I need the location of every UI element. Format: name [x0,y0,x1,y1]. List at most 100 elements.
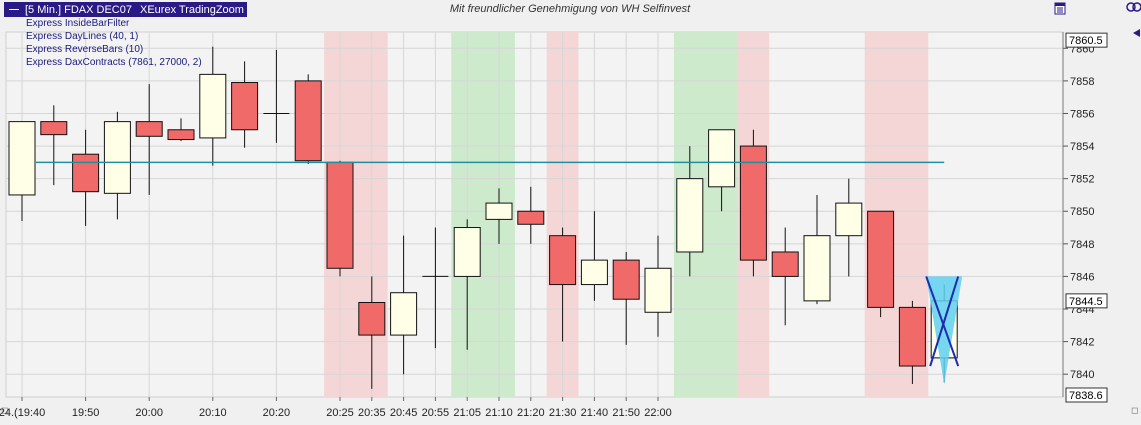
price-marker-label: 7844.5 [1069,296,1103,308]
bear-candle[interactable] [739,129,767,277]
calendar-icon[interactable] [1054,2,1066,15]
bull-candle[interactable] [199,46,227,166]
bull-candle[interactable] [422,227,449,349]
bear-candle[interactable] [167,118,195,142]
candle-body [390,292,418,336]
candle-body [40,121,68,136]
indicator-item[interactable]: Express DaxContracts (7861, 27000, 2) [26,57,202,68]
zoom-icon[interactable] [1126,2,1141,12]
scroll-left-handle-icon[interactable]: ◻ [1,405,8,415]
price-marker-box [1065,387,1108,403]
x-tick-label: 20:20 [263,407,291,419]
indicator-item[interactable]: Express ReverseBars (10) [26,44,143,55]
scroll-right-arrow-icon[interactable] [1133,29,1140,37]
bear-candle[interactable] [517,186,545,244]
candle-body [326,161,354,269]
x-tick-label: 21:30 [549,407,577,419]
bear-candle[interactable] [612,251,640,345]
x-tick-label: 20:00 [135,407,163,419]
bull-candle[interactable] [485,188,513,244]
x-tick-label: 20:10 [199,407,227,419]
x-tick-label: 21:50 [612,407,640,419]
price-marker-box [1065,293,1108,309]
bear-candle[interactable] [771,227,799,326]
price-marker-box [1065,32,1108,48]
bear-candle[interactable] [549,227,577,342]
candle-body [72,153,100,193]
signal-cross-line [925,276,960,367]
bull-candle[interactable] [453,219,481,350]
x-tick-label: 21:05 [453,407,481,419]
bull-candle[interactable] [708,129,736,212]
bull-candle[interactable] [580,211,608,301]
bull-candle[interactable] [676,146,704,277]
y-tick-label: 7850 [1070,206,1094,218]
instrument-tag: [5 Min.] FDAX DEC07 [25,4,132,16]
bull-candle[interactable] [835,178,863,277]
y-tick-label: 7854 [1070,141,1094,153]
indicator-overlays [36,161,963,385]
x-tick-label: 20:45 [390,407,418,419]
bear-candle[interactable] [135,84,163,195]
scroll-right-handle-icon[interactable]: ◻ [1131,405,1138,415]
price-markers: 7860.5 7844.5 7838.6 [1065,32,1108,403]
candle-body [549,235,577,286]
candle-body [8,121,36,196]
x-tick-label: 21:20 [517,407,545,419]
candle-body [453,227,481,277]
x-tick-label: 22:00 [644,407,672,419]
y-tick-label: 7852 [1070,174,1094,186]
bull-candle[interactable] [390,235,418,375]
candle-body [199,73,227,139]
candle-body [135,121,163,137]
bear-candle[interactable] [326,160,354,277]
candle-body [517,210,545,225]
indicator-item[interactable]: Express DayLines (40, 1) [26,31,138,42]
bear-candle[interactable] [231,61,259,148]
y-tick-label: 7846 [1070,271,1094,283]
candle-body [231,82,259,131]
x-tick-label: 20:35 [358,407,386,419]
y-tick-label: 7840 [1070,369,1094,381]
bear-candle[interactable] [898,300,926,384]
source-tag: XEurex TradingZoom [140,4,244,16]
bull-candle[interactable] [263,49,290,143]
bull-candle[interactable] [803,194,831,305]
signal-cross-line [929,276,960,367]
candle-body [103,121,131,194]
current-price-marker: 7844.5 [1065,293,1108,309]
top-price-marker: 7860.5 [1065,32,1108,48]
candle-body [612,259,640,300]
bear-candle[interactable] [40,105,68,186]
candle-body [867,210,895,308]
candles[interactable] [8,46,958,389]
bull-candle[interactable] [644,235,672,337]
candle-body [771,251,799,277]
bottom-price-marker: 7838.6 [1065,387,1108,403]
title-tag[interactable]: [5 Min.] FDAX DEC07 XEurex TradingZoom [4,2,247,17]
bear-candle[interactable] [72,129,100,226]
candle-body [485,202,513,220]
candle-body [803,235,831,302]
candle-body [676,178,704,253]
y-tick-label: 7856 [1070,108,1094,120]
y-tick-label: 7842 [1070,337,1094,349]
candle-body [580,259,608,286]
candle-body [644,267,672,313]
x-tick-label: 21:10 [485,407,513,419]
x-tick-label: 24.(19:40 [0,407,45,419]
bull-candle[interactable] [8,121,36,222]
bear-candle[interactable] [867,210,895,318]
bear-candle[interactable] [294,74,322,164]
candle-body [708,129,736,188]
time-axis: 24.(19:40 19:50 20:00 20:10 20:20 20:25 20:35 2… [0,397,672,419]
credit-text: Mit freundlicher Genehmigung von WH Self… [450,3,691,15]
indicator-item[interactable]: Express InsideBarFilter [26,18,130,29]
candle-body [294,80,322,162]
price-marker-label: 7860.5 [1069,35,1103,47]
bear-candle[interactable] [358,276,386,389]
x-tick-label: 21:40 [581,407,609,419]
bull-candle[interactable] [103,111,131,220]
